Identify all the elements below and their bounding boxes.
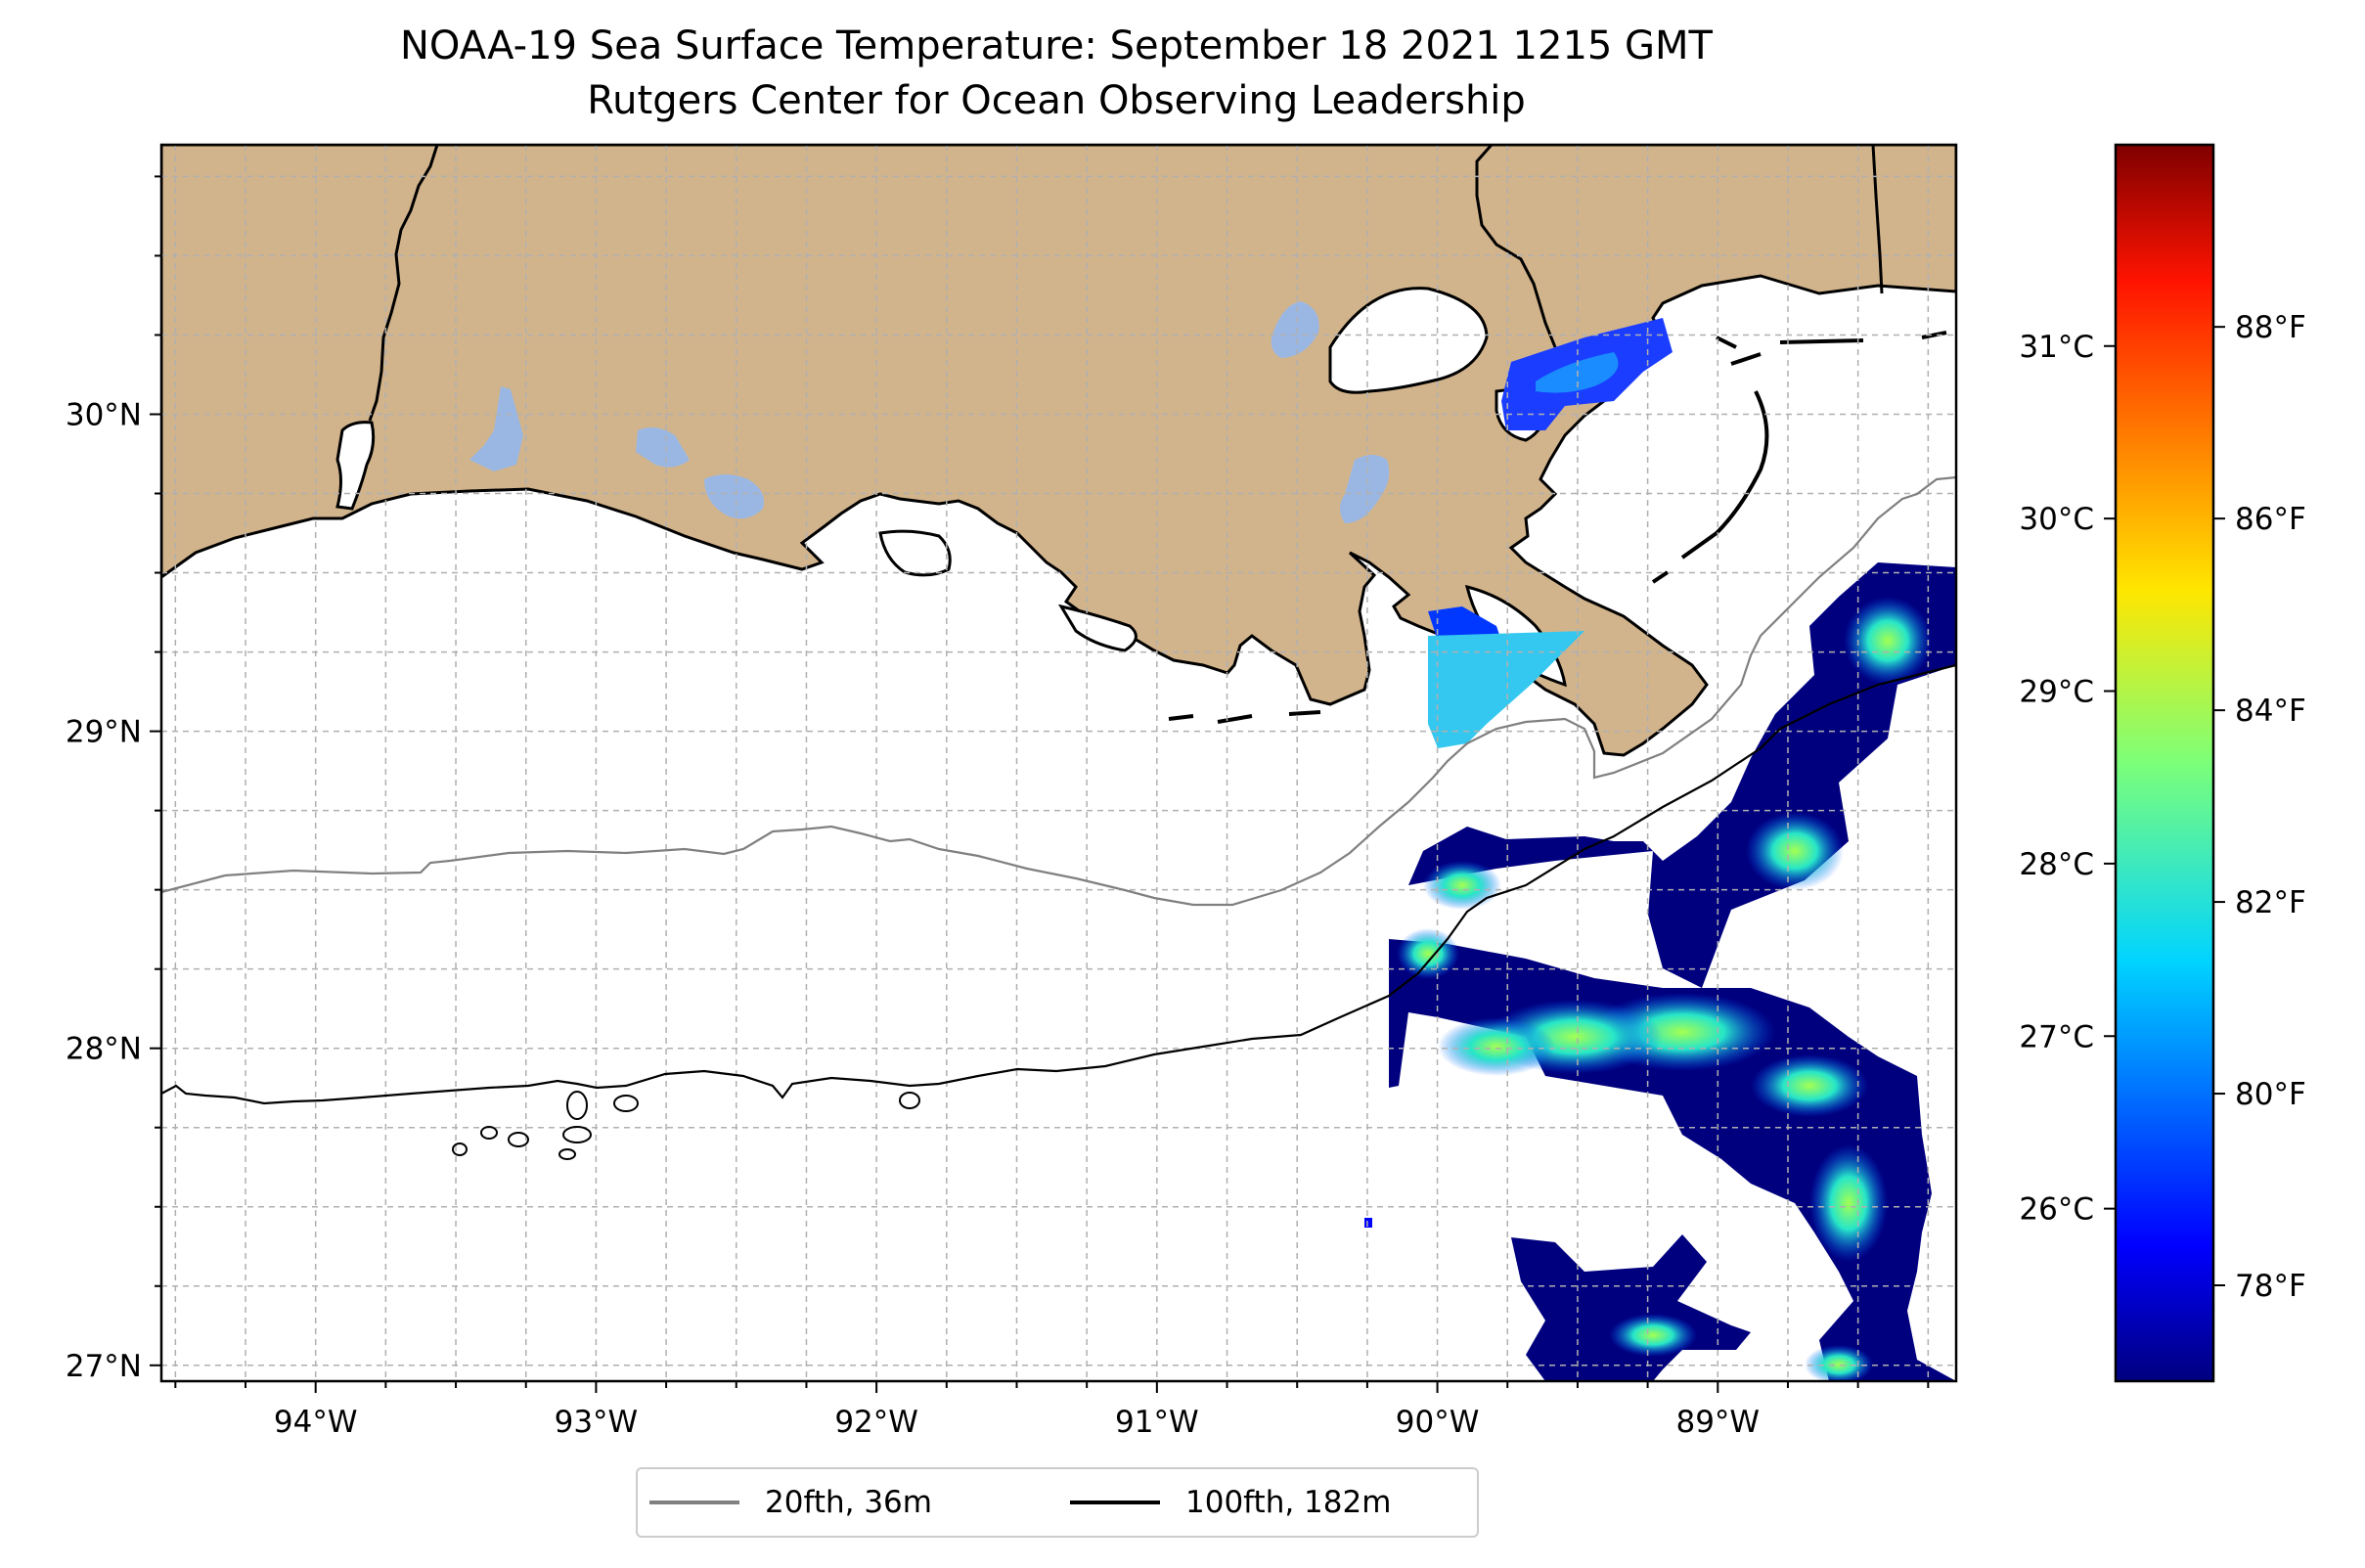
state-border [1871,145,1884,294]
lon-tick-label: 92°W [834,1405,918,1440]
colorbar-c-label: 30°C [2019,502,2094,537]
map-frame [159,143,1958,1383]
barrier-island [1921,331,1947,339]
isobath-100fth [161,663,1956,1105]
lake-pontchartrain [1328,287,1489,394]
lon-tick-label: 93°W [555,1405,639,1440]
colorbar-gradient [2116,145,2213,1381]
legend-label-100fth: 100fth, 182m [1185,1485,1392,1520]
state-border [368,145,439,422]
atchafalaya-bay [1057,604,1138,652]
lon-tick-label: 90°W [1396,1405,1480,1440]
legend-label-20fth: 20fth, 36m [765,1485,932,1520]
colorbar-f-label: 80°F [2235,1077,2306,1112]
legend-item-20fth: 20fth, 36m [649,1469,932,1536]
lat-tick-label: 28°N [66,1032,142,1067]
barrier-island [1168,710,1321,724]
colorbar-c-label: 29°C [2019,675,2094,710]
lon-tick-label: 94°W [274,1405,358,1440]
inland-lake [636,426,690,468]
bathymetric-islands [452,1091,920,1160]
calcasieu-lake [335,421,376,511]
lon-tick-label: 89°W [1675,1405,1760,1440]
colorbar-f-label: 84°F [2235,694,2306,729]
inland-lake [1271,301,1319,358]
map-axes: 94°W 93°W 92°W 91°W 90°W 89°W 27°N 28°N 29°N 30°N [66,175,1930,1440]
colorbar-f-label: 88°F [2235,310,2306,345]
colorbar-f-label: 86°F [2235,502,2306,537]
legend: 20fth, 36m 100fth, 182m [636,1467,1479,1538]
colorbar-c-label: 28°C [2019,847,2094,882]
gridlines [161,145,1956,1381]
colorbar-c-label: 26°C [2019,1192,2094,1228]
colorbar-f-label: 82°F [2235,885,2306,920]
inland-lake [1340,455,1390,523]
map-subtitle: Rutgers Center for Ocean Observing Leade… [587,78,1526,123]
inland-lake [704,474,764,519]
map-title: NOAA-19 Sea Surface Temperature: Septemb… [400,23,1713,68]
colorbar-axes: 78°F 80°F 82°F 84°F 86°F 88°F 26°C 27°C 28°C 29°C… [2019,310,2305,1304]
lon-tick-label: 91°W [1115,1405,1199,1440]
inland-lake [469,386,523,471]
legend-item-100fth: 100fth, 182m [1070,1469,1391,1536]
colorbar-frame [2114,143,2215,1383]
colorbar-c-label: 27°C [2019,1019,2094,1054]
colorbar-c-label: 31°C [2019,330,2094,365]
legend-swatch-20fth [649,1501,739,1504]
legend-swatch-100fth [1070,1501,1160,1504]
lat-tick-label: 27°N [66,1349,142,1384]
colorbar-f-label: 78°F [2235,1269,2306,1304]
barrier-island [1651,390,1769,584]
lat-tick-label: 30°N [66,397,142,432]
barrier-island [1716,336,1864,366]
state-border [1475,145,1557,348]
vermilion-bay [878,529,952,577]
lat-tick-label: 29°N [66,715,142,750]
isobath-20fth [161,475,1956,907]
sst-raster [1364,318,1956,1381]
